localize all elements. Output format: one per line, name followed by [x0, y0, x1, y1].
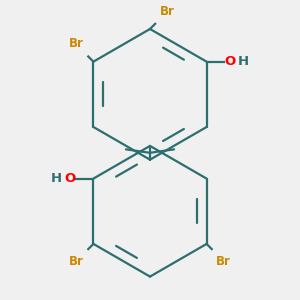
Text: Br: Br — [160, 4, 175, 18]
Text: O: O — [224, 55, 236, 68]
Text: Br: Br — [69, 255, 84, 268]
Text: O: O — [64, 172, 76, 185]
Text: H: H — [51, 172, 62, 185]
Text: H: H — [238, 55, 249, 68]
Text: Br: Br — [69, 37, 84, 50]
Text: Br: Br — [216, 255, 231, 268]
